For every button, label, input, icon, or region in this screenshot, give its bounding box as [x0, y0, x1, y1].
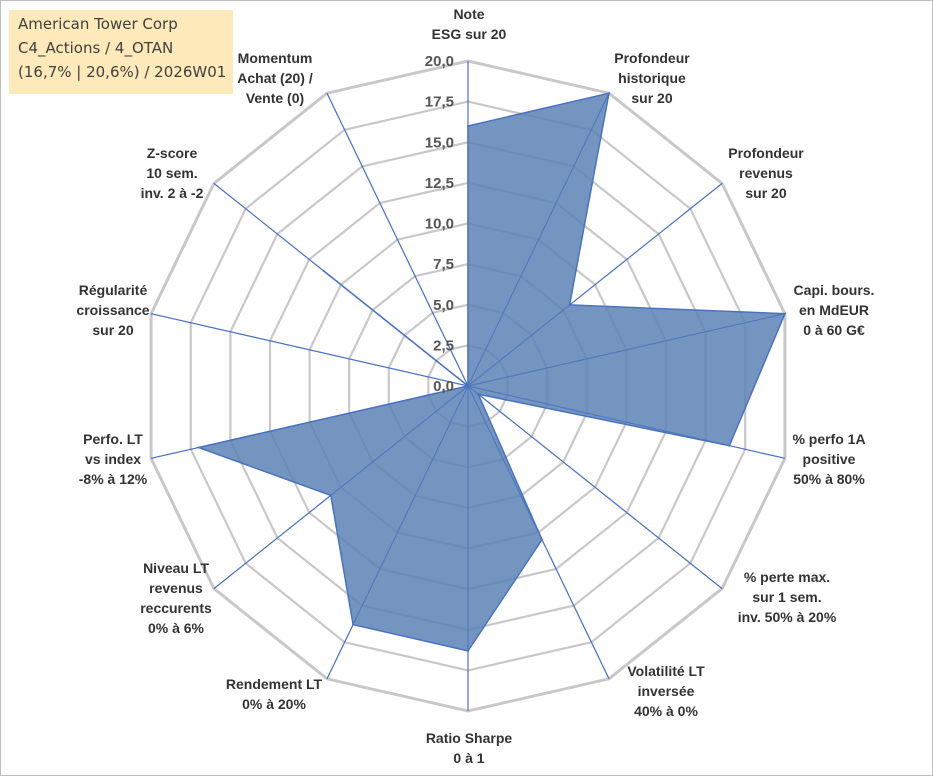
axis-label-5-line-1: sur 1 sem.	[752, 589, 821, 605]
data-point-9	[329, 494, 332, 497]
axis-label-4: % perfo 1A positive 50% à 80%	[792, 431, 865, 487]
axis-label-3: Capi. bours. en MdEUR 0 à 60 G€	[794, 282, 875, 338]
axis-label-11-line-1: croissance	[76, 302, 149, 318]
axis-label-5-line-0: % perte max.	[744, 569, 830, 585]
spoke-overlay-8	[326, 385, 469, 679]
tick-label-5: 12,5	[425, 175, 454, 192]
axis-label-12-line-1: 10 sem.	[146, 165, 197, 181]
data-point-6	[541, 538, 543, 541]
axis-label-13-line-1: Achat (20) /	[237, 70, 313, 86]
axis-label-2-line-1: revenus	[739, 165, 793, 181]
tick-label-3: 7,5	[433, 256, 454, 273]
axis-label-1: Profondeur historique sur 20	[614, 50, 690, 106]
tick-label-4: 10,0	[425, 216, 454, 233]
tick-label-8: 20,0	[425, 53, 454, 70]
data-point-2	[568, 303, 571, 306]
axis-label-0-line-1: ESG sur 20	[432, 26, 507, 42]
axis-label-6-line-0: Volatilité LT	[627, 663, 705, 679]
axis-label-10: Perfo. LT vs index -8% à 12%	[79, 431, 148, 487]
data-point-13	[467, 385, 469, 387]
data-point-4	[728, 444, 731, 447]
axis-label-11-line-0: Régularité	[79, 282, 148, 298]
axis-label-5: % perte max. sur 1 sem. inv. 50% à 20%	[738, 569, 837, 625]
portfolio-name: C4_Actions / 4_OTAN	[18, 39, 174, 57]
axis-label-9-line-2: reccurents	[140, 600, 212, 616]
axis-label-1-line-2: sur 20	[631, 90, 672, 106]
axis-label-7-line-0: Ratio Sharpe	[426, 730, 513, 746]
tick-label-0: 0,0	[433, 378, 454, 395]
axis-label-12: Z-score 10 sem. inv. 2 à -2	[141, 145, 204, 201]
axis-label-1-line-1: historique	[618, 70, 686, 86]
data-point-1	[608, 92, 610, 95]
axis-label-12-line-0: Z-score	[147, 145, 198, 161]
axis-label-8-line-0: Rendement LT	[226, 676, 323, 692]
axis-label-9-line-1: revenus	[149, 580, 203, 596]
axis-label-3-line-2: 0 à 60 G€	[803, 322, 865, 338]
axis-label-8: Rendement LT 0% à 20%	[226, 676, 323, 712]
spoke-overlay-1	[467, 93, 610, 387]
data-point-12	[322, 269, 325, 272]
axis-label-11: Régularité croissance sur 20	[76, 282, 149, 338]
spoke-overlay-2	[467, 183, 723, 387]
data-point-8	[352, 623, 355, 626]
axis-label-4-line-2: 50% à 80%	[793, 471, 865, 487]
axis-label-0: Note ESG sur 20	[432, 6, 507, 42]
spoke-overlay-10	[151, 385, 469, 459]
axis-label-3-line-0: Capi. bours.	[794, 282, 875, 298]
axis-label-5-line-2: inv. 50% à 20%	[738, 609, 837, 625]
axis-label-4-line-1: positive	[803, 451, 856, 467]
axis-label-10-line-1: vs index	[85, 451, 141, 467]
axis-label-7-line-1: 0 à 1	[453, 750, 484, 766]
data-point-7	[467, 649, 469, 652]
weights-period: (16,7% | 20,6%) / 2026W01	[18, 63, 227, 81]
chart-title-box: American Tower Corp C4_Actions / 4_OTAN …	[9, 10, 233, 94]
axis-label-10-line-0: Perfo. LT	[83, 431, 143, 447]
spoke-overlay-3	[467, 313, 785, 387]
data-point-10	[197, 446, 200, 449]
spoke-overlay-13	[326, 93, 469, 387]
axis-label-9-line-3: 0% à 6%	[148, 620, 205, 636]
spoke-overlay-12	[213, 183, 469, 387]
axis-label-1-line-0: Profondeur	[614, 50, 690, 66]
axis-label-6: Volatilité LT inversée 40% à 0%	[627, 663, 705, 719]
data-point-0	[467, 125, 469, 127]
axis-label-2-line-0: Profondeur	[728, 145, 804, 161]
axis-label-9-line-0: Niveau LT	[143, 560, 209, 576]
axis-label-13-line-0: Momentum	[238, 50, 313, 66]
axis-label-11-line-2: sur 20	[92, 322, 133, 338]
axis-label-0-line-0: Note	[453, 6, 484, 22]
spoke-overlay-5	[467, 385, 723, 589]
axis-label-9: Niveau LT revenus reccurents 0% à 6%	[140, 560, 212, 636]
axis-label-6-line-2: 40% à 0%	[634, 703, 698, 719]
axis-label-13: Momentum Achat (20) / Vente (0)	[237, 50, 313, 106]
axis-label-6-line-1: inversée	[638, 683, 695, 699]
data-point-3	[783, 312, 786, 315]
axis-label-8-line-1: 0% à 20%	[242, 696, 306, 712]
axis-label-13-line-2: Vente (0)	[246, 90, 304, 106]
axis-label-3-line-1: en MdEUR	[799, 302, 869, 318]
spoke-overlay-11	[151, 313, 469, 387]
axis-label-2-line-2: sur 20	[745, 185, 786, 201]
axis-label-7: Ratio Sharpe 0 à 1	[426, 730, 513, 766]
spoke-overlay-4	[467, 385, 785, 459]
data-point-5	[477, 393, 480, 396]
company-name: American Tower Corp	[18, 15, 178, 33]
axis-label-2: Profondeur revenus sur 20	[728, 145, 804, 201]
tick-label-6: 15,0	[425, 134, 454, 151]
axis-label-12-line-2: inv. 2 à -2	[141, 185, 204, 201]
axis-label-10-line-2: -8% à 12%	[79, 471, 148, 487]
spoke-overlay-6	[467, 385, 610, 679]
tick-label-7: 17,5	[425, 94, 454, 111]
spoke-overlay-9	[213, 385, 469, 589]
axis-label-4-line-0: % perfo 1A	[792, 431, 865, 447]
tick-label-2: 5,0	[433, 297, 454, 314]
tick-label-1: 2,5	[433, 337, 454, 354]
